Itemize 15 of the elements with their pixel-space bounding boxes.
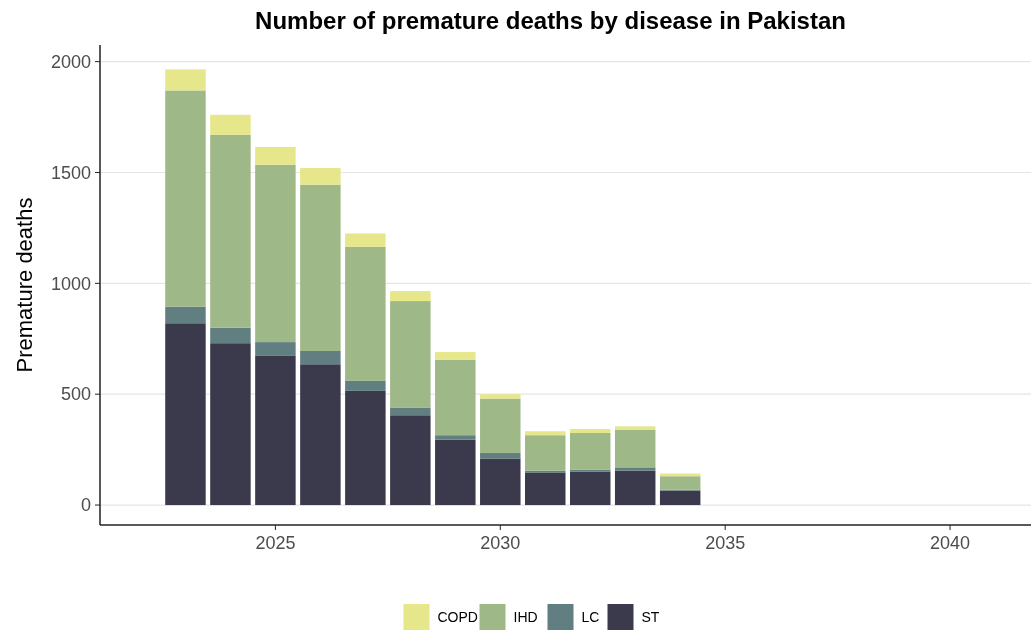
legend-label: ST [641,609,660,625]
chart-title: Number of premature deaths by disease in Pakistan [255,7,846,34]
x-tick-label: 2040 [930,533,971,553]
legend-label: IHD [513,609,538,625]
y-axis-title: Premature deaths [12,197,37,373]
y-tick-label: 1500 [50,162,91,183]
x-tick-label: 2035 [705,533,746,553]
x-tick-label: 2030 [480,533,521,553]
y-tick-label: 1000 [50,273,91,294]
legend-label: LC [581,609,600,625]
x-tick-label: 2025 [255,533,296,553]
y-tick-label: 2000 [50,51,91,72]
y-tick-label: 0 [80,495,91,516]
legend-label: COPD [437,609,478,625]
y-tick-label: 500 [60,384,91,405]
